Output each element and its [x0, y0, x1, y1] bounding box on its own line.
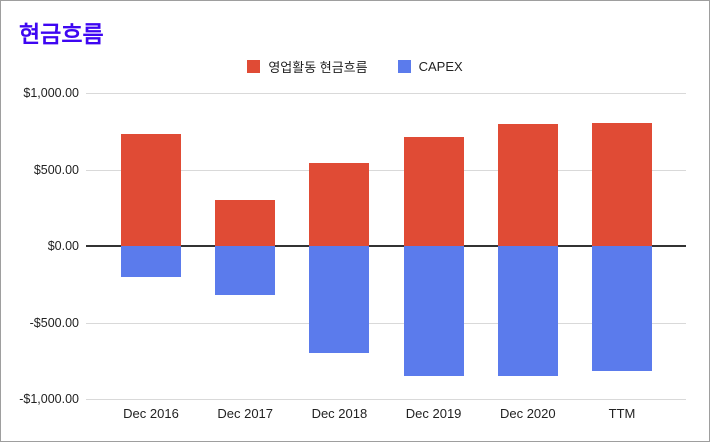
- y-tick-label: -$1,000.00: [19, 392, 79, 406]
- legend-item-operating-cash-flow[interactable]: 영업활동 현금흐름: [247, 57, 368, 76]
- gridline: [86, 399, 686, 400]
- gridline: [86, 169, 686, 171]
- legend-label-operating-cash-flow: 영업활동 현금흐름: [268, 60, 368, 75]
- legend-item-capex[interactable]: CAPEX: [397, 59, 463, 74]
- bar-capex[interactable]: [592, 246, 652, 372]
- y-axis: $1,000.00 $500.00 $0.00 -$500.00 -$1,000…: [1, 86, 79, 406]
- legend-swatch-red-icon: [247, 60, 261, 73]
- bar-operating-cash-flow[interactable]: [403, 136, 464, 246]
- bar-operating-cash-flow[interactable]: [309, 163, 370, 246]
- x-axis: Dec 2016 Dec 2017 Dec 2018 Dec 2019 Dec …: [86, 406, 686, 424]
- x-tick-label: Dec 2018: [311, 406, 368, 421]
- x-tick-label: Dec 2020: [499, 406, 556, 421]
- legend-label-capex: CAPEX: [418, 59, 463, 74]
- chart-title: 현금흐름: [19, 21, 104, 47]
- y-tick-label: $500.00: [33, 162, 79, 177]
- y-tick-label: $0.00: [47, 239, 79, 253]
- gridline: [86, 322, 686, 324]
- gridline: [86, 93, 686, 94]
- legend-swatch-blue-icon: [397, 60, 411, 73]
- bar-capex[interactable]: [497, 246, 558, 377]
- bar-capex[interactable]: [121, 246, 181, 277]
- x-tick-label: TTM: [608, 406, 636, 421]
- y-tick-label: -$500.00: [29, 315, 79, 330]
- x-tick-label: Dec 2016: [123, 406, 179, 421]
- bar-operating-cash-flow[interactable]: [592, 122, 652, 246]
- bar-operating-cash-flow[interactable]: [121, 134, 181, 246]
- x-tick-label: Dec 2019: [405, 406, 462, 421]
- bar-capex[interactable]: [215, 246, 276, 295]
- bar-capex[interactable]: [309, 246, 370, 354]
- y-tick-label: $1,000.00: [23, 86, 79, 100]
- legend: 영업활동 현금흐름 CAPEX: [1, 57, 709, 76]
- plot-area: [86, 93, 686, 400]
- zero-baseline: [86, 245, 686, 247]
- bar-operating-cash-flow[interactable]: [497, 123, 558, 246]
- bar-capex[interactable]: [403, 246, 464, 377]
- x-tick-label: Dec 2017: [217, 406, 274, 421]
- bar-operating-cash-flow[interactable]: [215, 200, 276, 246]
